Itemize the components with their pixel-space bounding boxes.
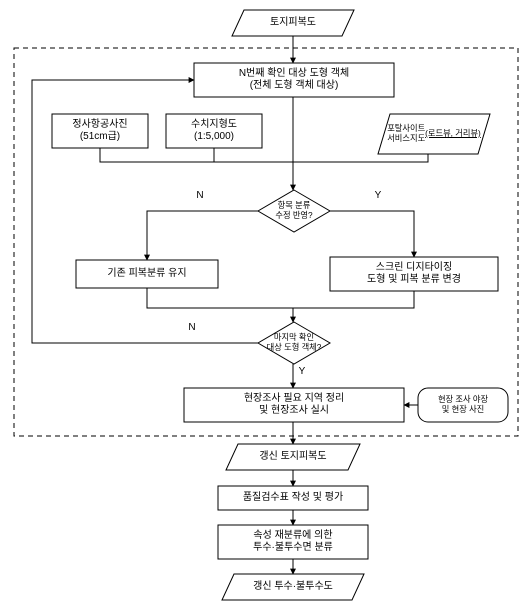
edge-8 xyxy=(293,291,414,308)
edge-6 xyxy=(330,211,414,257)
flowchart-canvas xyxy=(0,0,521,608)
edge-7 xyxy=(147,288,293,308)
edge-5 xyxy=(147,211,258,260)
edge-4 xyxy=(293,154,428,162)
edge-2 xyxy=(100,148,293,162)
